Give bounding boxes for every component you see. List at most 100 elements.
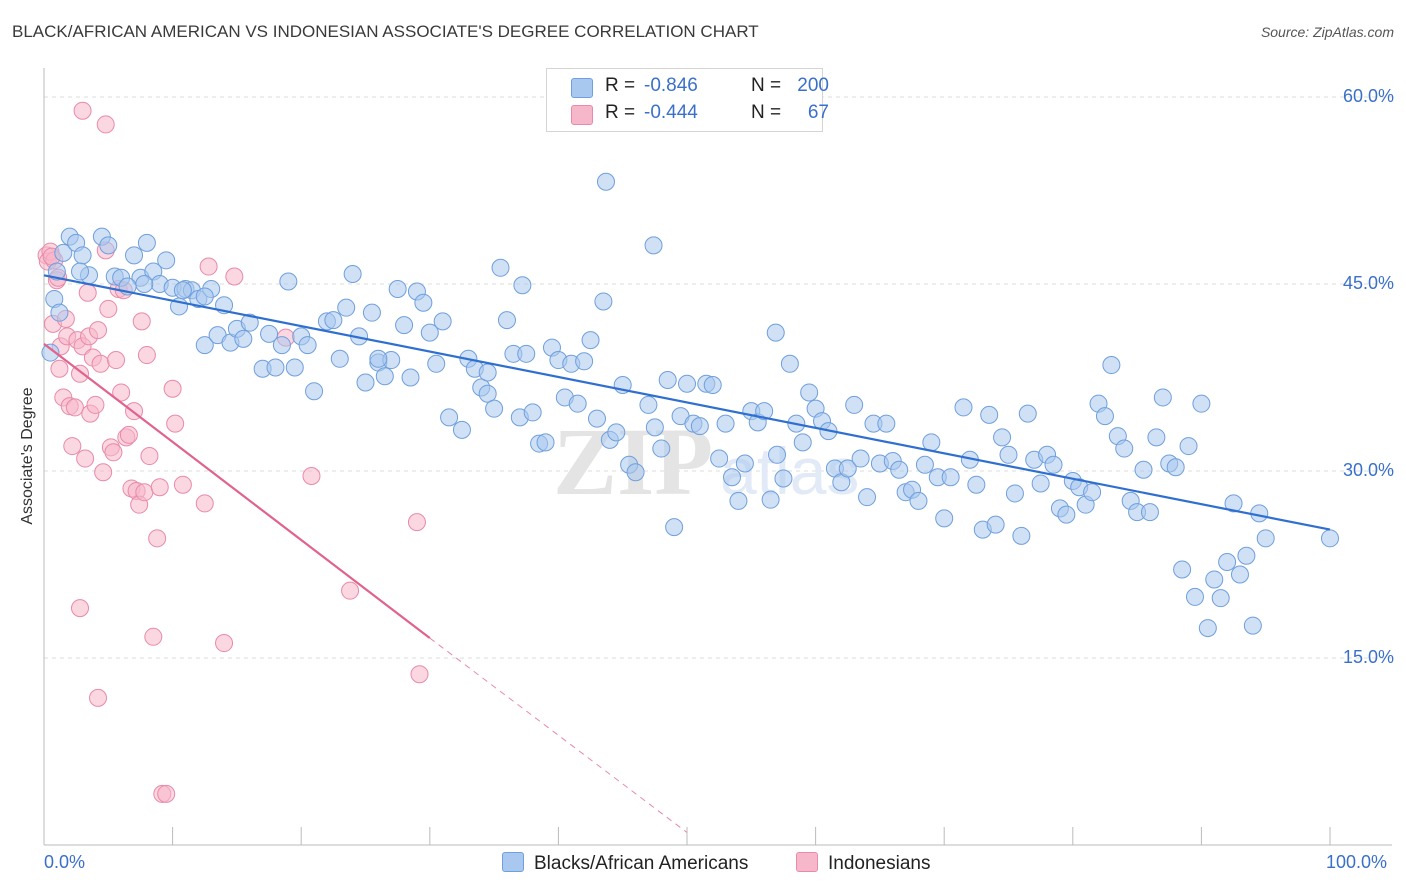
black-african-american-point xyxy=(330,349,349,368)
black-african-american-point xyxy=(1179,437,1198,456)
indonesian-point xyxy=(89,321,108,340)
black-african-american-point xyxy=(838,459,857,478)
black-african-american-point xyxy=(626,463,645,482)
indonesian-point xyxy=(96,115,115,134)
black-african-american-point xyxy=(369,349,388,368)
black-african-american-point xyxy=(234,329,253,348)
black-african-american-point xyxy=(71,262,90,281)
black-african-american-point xyxy=(858,488,877,507)
indonesian-point xyxy=(76,449,95,468)
indonesian-point xyxy=(86,395,105,414)
black-african-american-point xyxy=(324,311,343,330)
black-african-american-point xyxy=(1012,526,1031,545)
black-african-american-point xyxy=(941,468,960,487)
indonesian-point xyxy=(144,627,163,646)
black-african-american-point xyxy=(1140,503,1159,522)
black-african-american-point xyxy=(1205,570,1224,589)
chart-title: BLACK/AFRICAN AMERICAN VS INDONESIAN ASS… xyxy=(12,22,759,41)
black-african-american-point xyxy=(793,433,812,452)
black-african-american-point xyxy=(1243,616,1262,635)
black-african-american-point xyxy=(1095,407,1114,426)
black-african-american-point xyxy=(54,243,73,262)
indonesian-point xyxy=(341,581,360,600)
blacks-trend-line xyxy=(43,274,1331,531)
y-tick-label: 15.0% xyxy=(1342,647,1394,667)
black-african-american-point xyxy=(1166,458,1185,477)
black-african-american-point xyxy=(915,455,934,474)
black-african-american-point xyxy=(607,423,626,442)
black-african-american-point xyxy=(581,331,600,350)
black-african-american-point xyxy=(1102,356,1121,375)
black-african-american-point xyxy=(774,469,793,488)
black-african-american-point xyxy=(645,418,664,437)
legend-n-label: N = xyxy=(751,75,782,96)
black-african-american-point xyxy=(1115,439,1134,458)
black-african-american-point xyxy=(41,343,60,362)
indonesian-point xyxy=(148,529,167,548)
black-african-american-point xyxy=(800,383,819,402)
legend-r-value: -0.444 xyxy=(644,102,698,123)
black-african-american-point xyxy=(485,399,504,418)
black-african-american-point xyxy=(420,323,439,342)
trend-lines xyxy=(43,274,1331,833)
y-tick-label: 45.0% xyxy=(1342,273,1394,293)
indonesian-point xyxy=(63,437,82,456)
black-african-american-point xyxy=(596,172,615,191)
black-african-american-point xyxy=(1321,529,1339,548)
black-african-american-point xyxy=(993,428,1012,447)
indonesian-point xyxy=(73,101,92,120)
indonesian-point xyxy=(89,688,108,707)
indonesian-point xyxy=(140,447,159,466)
source-label: Source: ZipAtlas.com xyxy=(1260,24,1394,40)
black-african-american-point xyxy=(716,414,735,433)
black-african-american-point xyxy=(305,382,324,401)
legend-r-label: R = xyxy=(605,75,636,96)
black-african-american-point xyxy=(1198,619,1217,638)
legend-n-label: N = xyxy=(751,102,782,123)
black-african-american-point xyxy=(440,408,459,427)
black-african-american-point xyxy=(513,276,532,295)
bottom-legend-indonesians: Indonesians xyxy=(796,852,930,875)
black-african-american-point xyxy=(1057,505,1076,524)
black-african-american-point xyxy=(362,303,381,322)
indonesian-point xyxy=(107,351,126,370)
blacks-points xyxy=(41,172,1339,638)
black-african-american-point xyxy=(1192,394,1211,413)
black-african-american-point xyxy=(47,262,66,281)
indonesian-point xyxy=(135,483,154,502)
black-african-american-point xyxy=(195,287,214,306)
black-african-american-point xyxy=(427,354,446,373)
black-african-american-point xyxy=(375,367,394,386)
black-african-american-point xyxy=(343,265,362,284)
black-african-american-point xyxy=(260,324,279,343)
black-african-american-point xyxy=(266,358,285,377)
indonesian-point xyxy=(112,383,131,402)
black-african-american-point xyxy=(999,445,1018,464)
black-african-american-point xyxy=(780,354,799,373)
black-african-american-point xyxy=(954,398,973,417)
black-african-american-point xyxy=(517,344,536,363)
black-african-american-point xyxy=(665,518,684,537)
black-african-american-point xyxy=(536,433,555,452)
legend-n-value: 200 xyxy=(797,75,829,96)
black-african-american-point xyxy=(285,358,304,377)
indonesian-point xyxy=(104,443,123,462)
black-african-american-point xyxy=(298,336,317,355)
black-african-american-point xyxy=(337,298,356,317)
black-african-american-point xyxy=(890,460,909,479)
bottom-legend-label: Blacks/African Americans xyxy=(534,853,749,874)
indonesian-point xyxy=(173,475,192,494)
indonesian-point xyxy=(50,359,69,378)
axes xyxy=(43,68,1392,846)
black-african-american-point xyxy=(845,395,864,414)
indonesian-point xyxy=(302,466,321,485)
black-african-american-point xyxy=(723,468,742,487)
black-african-american-point xyxy=(922,433,941,452)
black-african-american-point xyxy=(73,246,92,265)
black-african-american-point xyxy=(272,336,291,355)
indonesian-point xyxy=(71,599,90,618)
black-african-american-point xyxy=(125,246,144,265)
indonesian-point xyxy=(163,379,182,398)
black-african-american-point xyxy=(1256,529,1275,548)
